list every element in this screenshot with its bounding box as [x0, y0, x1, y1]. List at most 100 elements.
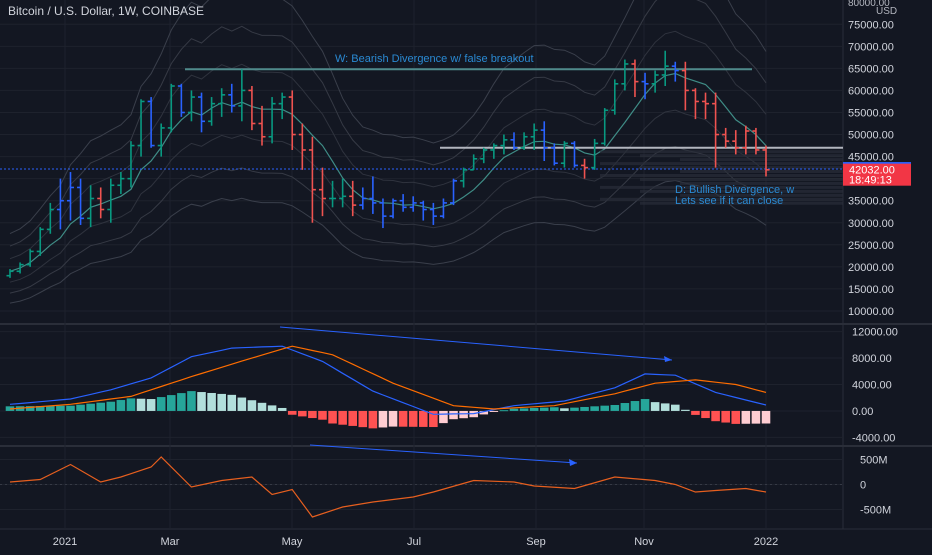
ma-band-line: [9, 0, 767, 235]
ohlc-bar[interactable]: [550, 143, 558, 166]
ohlc-bar[interactable]: [439, 198, 447, 219]
ohlc-bar[interactable]: [500, 134, 508, 155]
ohlc-bar[interactable]: [722, 127, 730, 148]
ohlc-bar[interactable]: [177, 83, 185, 117]
time-axis-label: 2022: [754, 536, 778, 548]
ohlc-bar[interactable]: [97, 187, 105, 219]
macd-histogram-bar: [529, 407, 539, 411]
ohlc-bar[interactable]: [56, 178, 64, 230]
ohlc-bar[interactable]: [429, 202, 437, 225]
ohlc-bar[interactable]: [470, 154, 478, 171]
flow-axis-label: -500M: [860, 505, 891, 517]
badge-text: 42032.00: [849, 165, 895, 177]
ohlc-bar[interactable]: [601, 108, 609, 146]
ohlc-bar[interactable]: [691, 88, 699, 120]
ohlc-bar[interactable]: [288, 90, 296, 150]
ohlc-bar[interactable]: [6, 269, 14, 278]
volume-profile-row: [680, 158, 843, 162]
macd-histogram-bar: [408, 410, 418, 427]
ohlc-bar[interactable]: [591, 138, 599, 170]
price-axis-bg: [843, 0, 932, 550]
ohlc-bar[interactable]: [339, 178, 347, 208]
ohlc-bar[interactable]: [581, 158, 589, 179]
ohlc-bar[interactable]: [127, 141, 135, 188]
ohlc-bar[interactable]: [702, 92, 710, 120]
ohlc-bar[interactable]: [228, 83, 236, 113]
ohlc-bar[interactable]: [540, 121, 548, 161]
ohlc-bar[interactable]: [349, 180, 357, 217]
ohlc-bar[interactable]: [359, 187, 367, 210]
ohlc-bar[interactable]: [560, 141, 568, 168]
ohlc-bar[interactable]: [268, 97, 276, 144]
ohlc-bar[interactable]: [681, 61, 689, 111]
divergence-arrow-line[interactable]: [309, 444, 578, 464]
ohlc-bar[interactable]: [46, 202, 54, 234]
ohlc-bar[interactable]: [389, 198, 397, 219]
ohlc-bar[interactable]: [621, 59, 629, 91]
ohlc-bar[interactable]: [218, 88, 226, 117]
ohlc-bar[interactable]: [480, 147, 488, 164]
macd-histogram-bar: [731, 410, 741, 424]
ohlc-bar[interactable]: [167, 83, 175, 133]
ohlc-bar[interactable]: [77, 178, 85, 225]
ohlc-bar[interactable]: [399, 194, 407, 212]
ohlc-bar[interactable]: [570, 141, 578, 168]
ohlc-bar[interactable]: [661, 50, 669, 87]
ohlc-bar[interactable]: [187, 90, 195, 122]
ohlc-bar[interactable]: [157, 123, 165, 157]
ohlc-bar[interactable]: [66, 172, 74, 221]
ohlc-bar[interactable]: [409, 196, 417, 212]
price-axis-label: 55000.00: [848, 107, 894, 119]
ohlc-bar[interactable]: [36, 227, 44, 256]
ohlc-bar[interactable]: [248, 86, 256, 131]
ohlc-bar[interactable]: [278, 92, 286, 120]
ohlc-bar[interactable]: [208, 97, 216, 126]
ohlc-bar[interactable]: [671, 61, 679, 82]
ohlc-bar[interactable]: [530, 123, 538, 150]
price-axis-label: 70000.00: [848, 41, 894, 53]
ohlc-bar[interactable]: [117, 172, 125, 195]
ohlc-bar[interactable]: [742, 125, 750, 155]
ohlc-bar[interactable]: [419, 200, 427, 221]
macd-histogram-bar: [449, 410, 458, 420]
ohlc-bar[interactable]: [520, 132, 528, 150]
volume-profile-row: [680, 181, 843, 185]
ohlc-bar[interactable]: [712, 92, 720, 168]
ohlc-bar[interactable]: [641, 72, 649, 100]
chart-annotation[interactable]: W: Bearish Divergence w/ false breakout: [335, 53, 534, 65]
ohlc-bar[interactable]: [752, 127, 760, 155]
price-axis-label: 25000.00: [848, 240, 894, 252]
ohlc-bar[interactable]: [379, 198, 387, 229]
ohlc-bar[interactable]: [631, 59, 639, 98]
ohlc-bar[interactable]: [308, 136, 316, 223]
ohlc-bar[interactable]: [298, 123, 306, 170]
ohlc-bar[interactable]: [651, 70, 659, 93]
ohlc-bar[interactable]: [450, 178, 458, 206]
ohlc-bar[interactable]: [460, 167, 468, 188]
chart-annotation[interactable]: D: Bullish Divergence, w: [675, 184, 794, 196]
ohlc-bar[interactable]: [107, 178, 115, 223]
ohlc-bar[interactable]: [762, 145, 770, 177]
ohlc-bar[interactable]: [732, 130, 740, 155]
macd-histogram-bar: [570, 407, 579, 411]
ohlc-bar[interactable]: [490, 143, 498, 159]
ohlc-bar[interactable]: [147, 97, 155, 148]
ohlc-bar[interactable]: [16, 262, 24, 274]
chart-annotation[interactable]: Lets see if it can close: [675, 195, 783, 207]
price-axis-label: 45000.00: [848, 152, 894, 164]
ohlc-bar[interactable]: [318, 167, 326, 217]
ohlc-bar[interactable]: [26, 249, 34, 267]
macd-axis-label: 4000.00: [852, 380, 892, 392]
divergence-arrow-line[interactable]: [279, 326, 673, 361]
ohlc-bar[interactable]: [369, 176, 377, 214]
ohlc-bar[interactable]: [258, 105, 266, 146]
ohlc-bar[interactable]: [510, 132, 518, 150]
ohlc-bar[interactable]: [198, 92, 206, 133]
ohlc-bar[interactable]: [87, 185, 95, 228]
ohlc-bar[interactable]: [611, 79, 619, 115]
ohlc-bar[interactable]: [329, 180, 337, 208]
price-axis-label: 80000.00: [848, 0, 890, 9]
ohlc-bar[interactable]: [137, 99, 145, 157]
ohlc-bar[interactable]: [238, 69, 246, 122]
